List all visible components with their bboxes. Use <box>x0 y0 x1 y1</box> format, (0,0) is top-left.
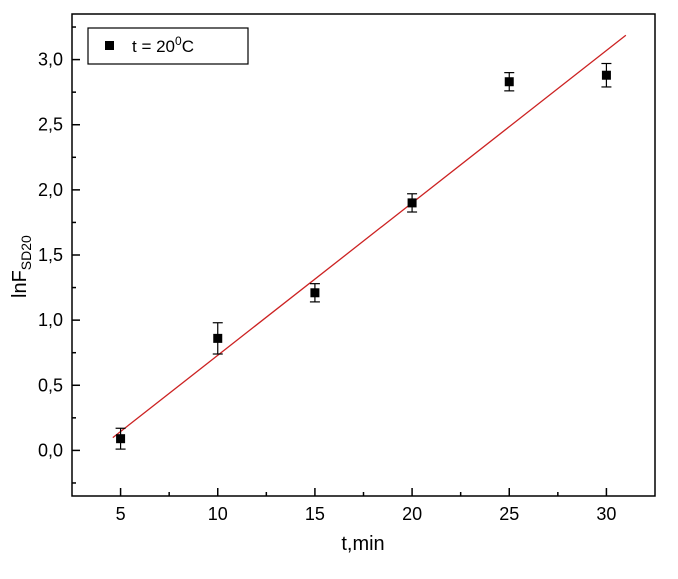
y-tick-label: 2,5 <box>38 115 63 135</box>
axis-ticks <box>72 26 608 496</box>
legend-marker-icon <box>105 41 114 50</box>
data-point-marker <box>407 198 417 208</box>
x-axis-title: t,min <box>341 533 384 555</box>
legend-label: t = 200C <box>132 34 194 56</box>
data-point-marker <box>116 434 126 444</box>
legend-label-sup: 0 <box>175 34 182 48</box>
legend-box <box>87 27 249 65</box>
y-tick-label: 1,5 <box>38 245 63 265</box>
y-tick-label: 2,0 <box>38 180 63 200</box>
x-tick-label: 15 <box>305 504 325 524</box>
y-tick-label: 1,0 <box>38 310 63 330</box>
x-tick-label: 5 <box>116 504 126 524</box>
legend-label-suffix: C <box>182 37 194 56</box>
x-tick-label: 10 <box>208 504 228 524</box>
x-tick-label: 25 <box>499 504 519 524</box>
y-axis-title-main: lnF <box>9 270 31 298</box>
data-point-marker <box>504 77 514 87</box>
legend-label-main: t = 20 <box>132 37 175 56</box>
plot-border <box>71 13 656 497</box>
data-point-marker <box>310 288 320 298</box>
fit-line <box>112 34 627 439</box>
x-tick-label: 30 <box>596 504 616 524</box>
y-tick-label: 0,0 <box>38 440 63 460</box>
data-point-marker <box>601 70 611 80</box>
plot-content: 5 10 15 20 25 30 0,0 0,5 1,0 1,5 2,0 2,5 3,0 <box>38 26 627 524</box>
data-series <box>115 62 612 450</box>
y-axis-title: lnFSD20 <box>9 235 34 298</box>
data-point-marker <box>213 333 223 343</box>
legend: t = 200C <box>87 27 249 65</box>
y-axis-title-sub: SD20 <box>18 235 34 270</box>
y-tick-label: 3,0 <box>38 50 63 70</box>
y-tick-label: 0,5 <box>38 375 63 395</box>
x-tick-label: 20 <box>402 504 422 524</box>
